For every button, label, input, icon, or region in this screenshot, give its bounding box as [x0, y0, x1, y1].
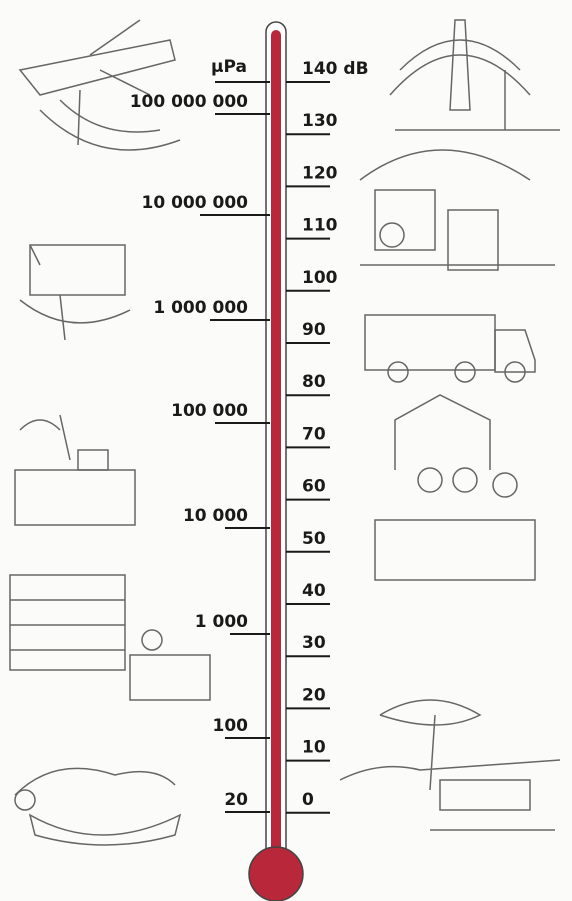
conversation [375, 395, 535, 580]
left-label: 100 [213, 716, 249, 736]
left-label: 1 000 [195, 612, 248, 632]
left-label: 20 [224, 790, 248, 810]
right-label: 40 [302, 581, 326, 601]
left-unit: μPa [211, 57, 247, 77]
right-label: 60 [302, 477, 326, 497]
right-label: 100 [302, 268, 338, 288]
right-label: 110 [302, 216, 338, 236]
library [10, 575, 210, 700]
thermometer [249, 22, 303, 901]
right-label: 80 [302, 372, 326, 392]
left-label: 100 000 000 [130, 92, 248, 112]
sound-level-diagram: μPa 140 dB130120110100908070605040302010… [0, 0, 572, 901]
left-label: 100 000 [171, 401, 248, 421]
left-label: 10 000 000 [142, 193, 249, 213]
band [360, 150, 555, 270]
drilling [20, 245, 130, 340]
right-label: 140 dB [302, 59, 369, 79]
thermometer-fluid [271, 30, 281, 865]
right-label: 50 [302, 529, 326, 549]
right-label: 30 [302, 633, 326, 653]
park-bench [340, 700, 560, 830]
right-label: 20 [302, 685, 326, 705]
airplane [20, 20, 180, 150]
left-label: 1 000 000 [153, 298, 248, 318]
truck [365, 315, 535, 382]
right-label: 90 [302, 320, 326, 340]
sleeping-dog [15, 768, 180, 845]
left-label: 10 000 [183, 506, 248, 526]
thermometer-bulb [249, 847, 303, 901]
right-label: 130 [302, 111, 338, 131]
right-label: 120 [302, 163, 338, 183]
right-label: 10 [302, 738, 326, 758]
right-label: 0 [302, 790, 314, 810]
office [15, 415, 135, 525]
right-label: 70 [302, 424, 326, 444]
rocket [390, 20, 560, 130]
